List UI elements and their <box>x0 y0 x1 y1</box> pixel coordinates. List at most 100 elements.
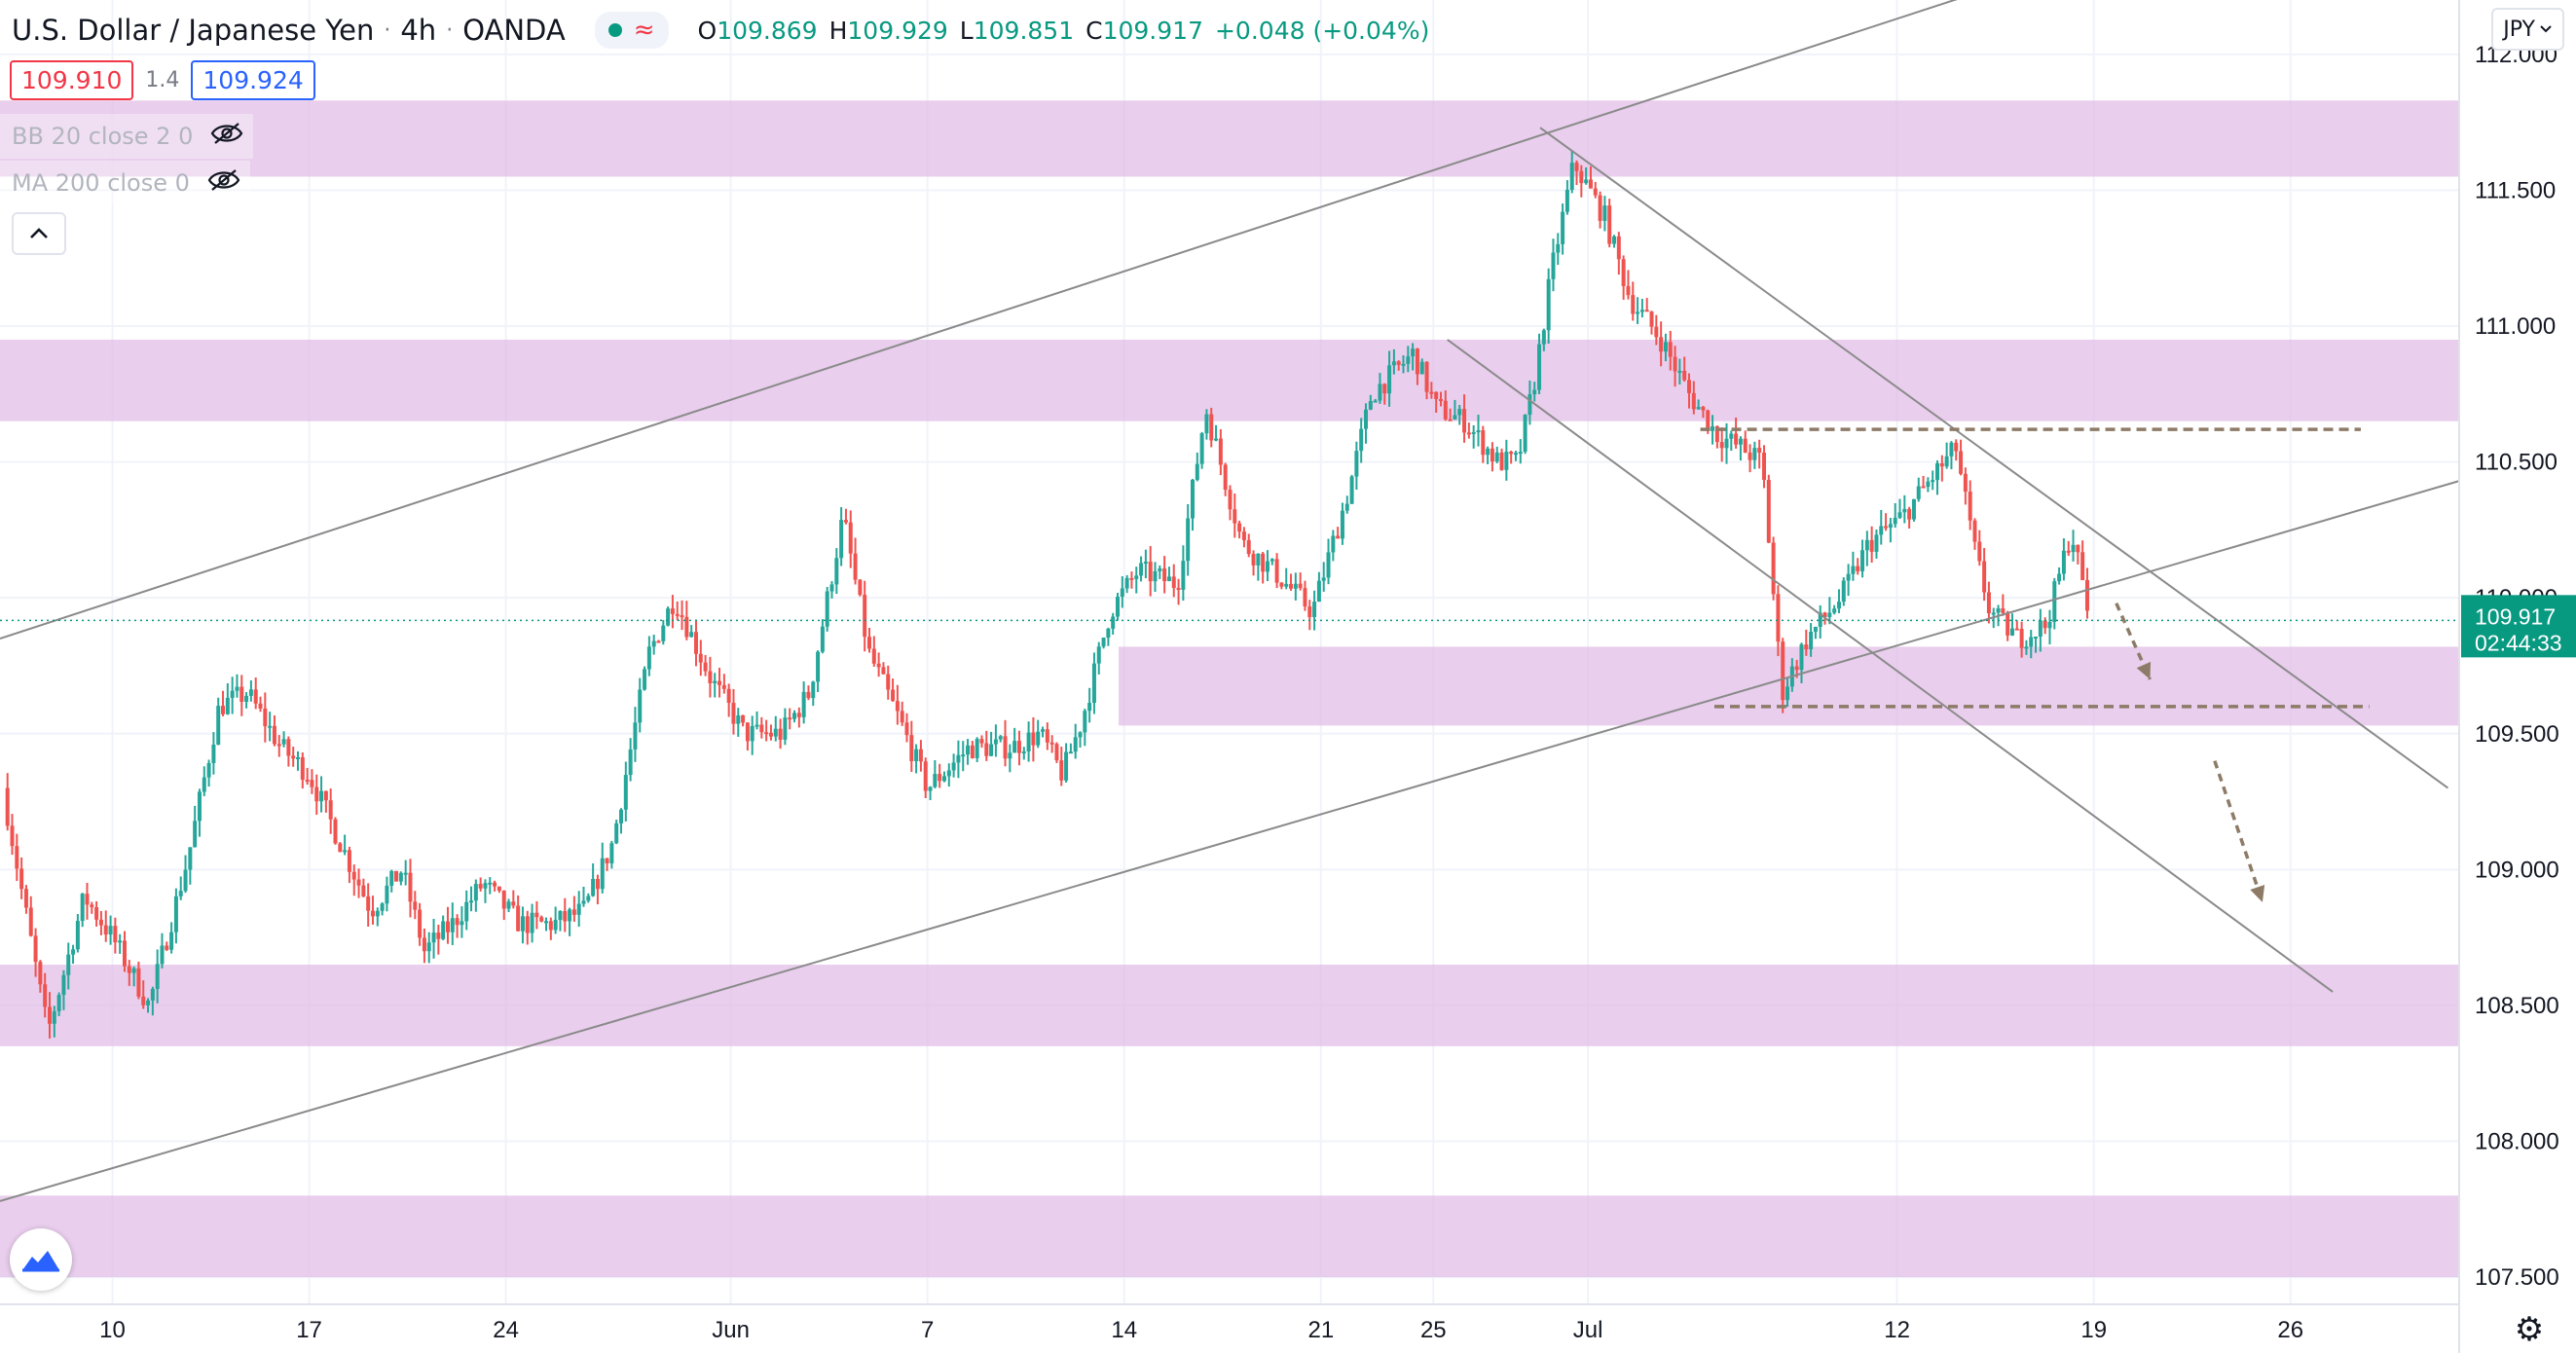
candle-body <box>272 725 276 745</box>
candle-body <box>351 871 356 880</box>
candle-body <box>1344 503 1349 511</box>
candle-body <box>1893 517 1897 525</box>
candle-body <box>501 890 506 909</box>
candle-body <box>651 640 656 647</box>
candle-body <box>1827 612 1832 617</box>
candle-body <box>343 850 348 853</box>
candle-body <box>52 1010 56 1024</box>
collapse-legend-button[interactable] <box>12 212 66 255</box>
candle-body <box>2019 629 2024 648</box>
candle-body <box>1073 737 1078 752</box>
candle-body <box>553 920 558 931</box>
candle-body <box>1279 582 1284 587</box>
candle-body <box>731 703 736 724</box>
price-zone <box>0 1195 2459 1278</box>
candle-body <box>778 728 783 740</box>
candle-body <box>1593 188 1598 196</box>
candle-body <box>1364 409 1369 429</box>
last-price-badge <box>2461 595 2576 658</box>
candle-body <box>1486 448 1490 456</box>
candle-body <box>1761 452 1766 481</box>
candle-body <box>820 626 825 652</box>
eye-off-icon[interactable] <box>210 121 243 152</box>
price-zone <box>0 100 2459 177</box>
indicator-bb-label: BB 20 close 2 0 <box>12 123 194 150</box>
candle-body <box>211 744 216 763</box>
candle-body <box>1021 751 1026 754</box>
candle-body <box>623 775 628 810</box>
candle-body <box>300 756 305 781</box>
candle-body <box>150 988 155 1001</box>
y-tick-label: 110.500 <box>2475 450 2558 476</box>
candle-body <box>1012 741 1017 753</box>
candle-body <box>1181 561 1186 590</box>
tradingview-logo-icon[interactable] <box>10 1228 72 1291</box>
candle-body <box>1799 644 1804 671</box>
candle-body <box>1864 539 1869 551</box>
x-tick-label: 19 <box>2080 1317 2107 1343</box>
candle-body <box>141 996 146 1006</box>
candle-body <box>1537 344 1542 390</box>
indicator-bb-legend[interactable]: BB 20 close 2 0 <box>0 114 254 159</box>
candle-body <box>745 722 750 742</box>
candle-body <box>1682 370 1687 381</box>
candle-body <box>1101 638 1106 647</box>
candle-body <box>1359 428 1364 452</box>
candle-body <box>1884 526 1889 529</box>
sell-price-button[interactable]: 109.910 <box>10 60 134 100</box>
interval-label[interactable]: 4h <box>400 14 437 47</box>
symbol-name[interactable]: U.S. Dollar / Japanese Yen <box>12 14 375 47</box>
candle-body <box>1982 561 1987 593</box>
indicator-ma-legend[interactable]: MA 200 close 0 <box>0 161 250 205</box>
candle-body <box>239 686 244 702</box>
candle-body <box>1714 426 1719 443</box>
candle-body <box>356 879 361 886</box>
candle-body <box>248 689 253 696</box>
currency-label: JPY <box>2503 17 2535 42</box>
chevron-up-icon <box>30 228 48 238</box>
buy-price-button[interactable]: 109.924 <box>191 60 315 100</box>
candle-body <box>1116 597 1121 617</box>
candle-body <box>1785 686 1790 701</box>
candle-body <box>281 739 286 745</box>
candle-body <box>1490 448 1494 462</box>
candle-body <box>286 739 291 756</box>
trendlines <box>0 0 2460 1202</box>
x-tick-label: 24 <box>493 1317 519 1343</box>
candle-body <box>675 613 680 616</box>
candle-body <box>1466 432 1471 435</box>
supply-demand-zones <box>0 100 2459 1278</box>
candle-body <box>165 945 169 950</box>
candle-body <box>1158 567 1162 571</box>
candle-body <box>1143 562 1148 565</box>
gear-icon[interactable]: ⚙ <box>2514 1311 2545 1348</box>
candle-body <box>1411 348 1416 357</box>
candle-body <box>2029 637 2034 647</box>
candle-body <box>586 896 591 901</box>
market-status-pill[interactable]: ≈ <box>594 12 669 49</box>
candle-body <box>1401 363 1406 366</box>
price-zone <box>1118 646 2459 726</box>
candle-body <box>530 912 534 933</box>
candle-body <box>1639 310 1644 312</box>
candle-body <box>188 847 193 870</box>
candle-body <box>1869 539 1874 552</box>
data-feed-icon: ≈ <box>633 16 655 45</box>
candle-body <box>1986 592 1991 614</box>
x-tick-label: 17 <box>296 1317 322 1343</box>
candle-body <box>1738 438 1743 445</box>
eye-off-icon[interactable] <box>207 167 240 199</box>
broker-label[interactable]: OANDA <box>462 14 566 47</box>
candle-body <box>1448 419 1453 421</box>
candle-body <box>1836 602 1841 609</box>
candle-body <box>1176 587 1181 590</box>
currency-selector[interactable]: JPY <box>2491 8 2564 51</box>
price-zone <box>0 339 2459 421</box>
candle-body <box>38 962 43 985</box>
candle-body <box>984 743 989 756</box>
candle-body <box>173 896 178 932</box>
y-tick-label: 109.500 <box>2475 721 2559 748</box>
candle-body <box>1471 431 1476 434</box>
candle-body <box>721 684 726 689</box>
